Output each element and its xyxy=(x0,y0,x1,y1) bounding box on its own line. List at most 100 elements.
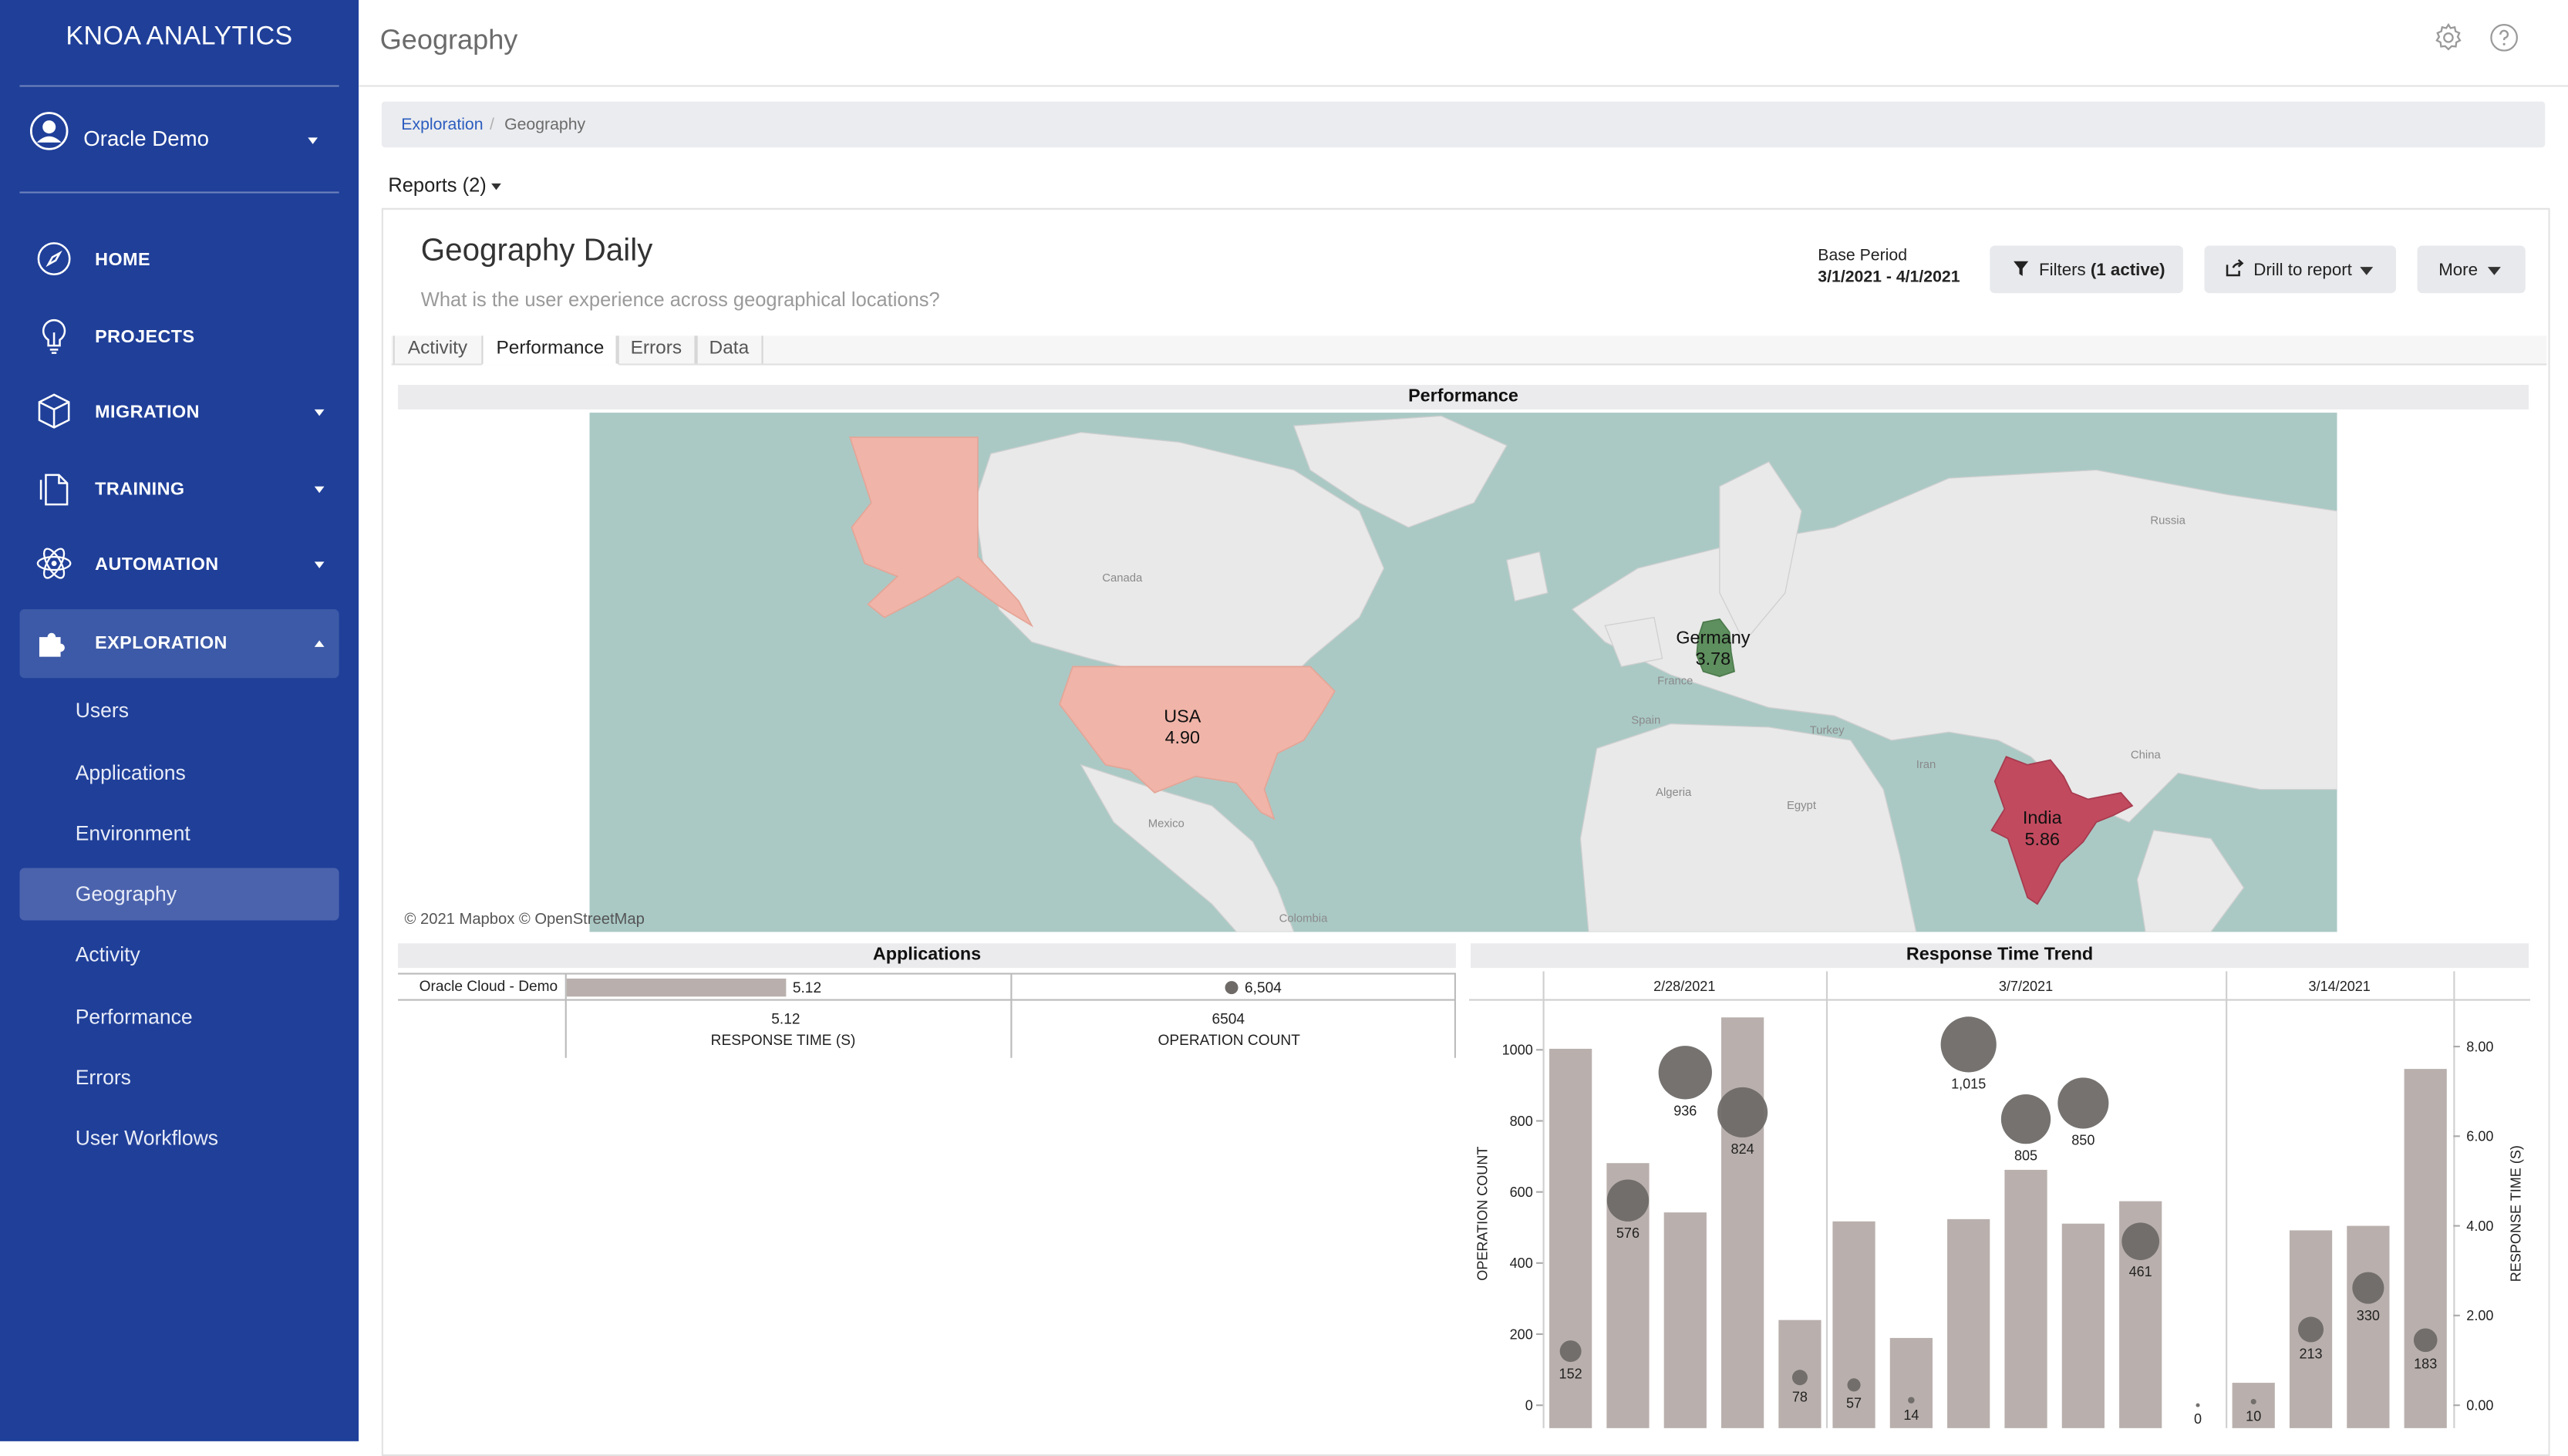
tab-label: Errors xyxy=(630,339,682,359)
operation-count-dot[interactable] xyxy=(1225,981,1239,995)
response-trend-title: Response Time Trend xyxy=(1471,943,2529,969)
operation-count-bubble[interactable] xyxy=(1791,1370,1808,1386)
region-india xyxy=(1990,756,2134,905)
chevron-down-icon xyxy=(314,561,325,568)
subnav-item-label: Activity xyxy=(75,943,140,966)
sidebar: KNOA ANALYTICS Oracle Demo HOME PROJECTS… xyxy=(0,0,359,1441)
trend-svg: 2/28/2021 3/7/2021 3/14/2021 0 200 400 600 800 1… xyxy=(1468,971,2531,1428)
operation-count-bubble[interactable] xyxy=(1559,1340,1582,1363)
bubble-label: 936 xyxy=(1673,1104,1697,1119)
sidebar-item-migration[interactable]: MIGRATION xyxy=(19,379,339,447)
applications-title: Applications xyxy=(398,943,1456,969)
application-name[interactable]: Oracle Cloud - Demo xyxy=(419,977,558,995)
subnav-item-activity[interactable]: Activity xyxy=(19,929,339,981)
subnav-item-user-workflows[interactable]: User Workflows xyxy=(19,1112,339,1164)
response-time-bar[interactable] xyxy=(1832,1221,1875,1428)
operation-count-bubble[interactable] xyxy=(2196,1403,2200,1407)
map-label-spain: Spain xyxy=(1631,715,1660,727)
breadcrumb-link-exploration[interactable]: Exploration xyxy=(401,116,484,135)
performance-map-title: Performance xyxy=(398,385,2529,410)
bubble-label: 576 xyxy=(1616,1225,1640,1241)
y-tick-label: 0 xyxy=(1525,1398,1533,1414)
operation-count-bubble[interactable] xyxy=(1658,1046,1712,1100)
map-label-iran: Iran xyxy=(1916,759,1936,771)
chevron-down-icon xyxy=(2487,267,2501,275)
y2-axis-title: RESPONSE TIME (S) xyxy=(2508,1145,2523,1282)
response-time-bar[interactable] xyxy=(1663,1212,1707,1428)
response-time-bar[interactable] xyxy=(2347,1225,2390,1428)
bubble-label: 461 xyxy=(2129,1264,2152,1279)
filters-button[interactable]: Filters (1 active) xyxy=(1990,245,2183,294)
chevron-down-icon xyxy=(491,183,501,190)
sidebar-item-home[interactable]: HOME xyxy=(19,226,339,295)
response-time-bar[interactable] xyxy=(2061,1223,2105,1428)
operation-count-bubble[interactable] xyxy=(2298,1316,2324,1343)
sidebar-item-training[interactable]: TRAINING xyxy=(19,455,339,524)
tab-performance[interactable]: Performance xyxy=(481,335,619,366)
subnav-item-applications[interactable]: Applications xyxy=(19,747,339,799)
tab-errors[interactable]: Errors xyxy=(615,335,698,364)
response-time-bar[interactable] xyxy=(566,978,787,997)
sidebar-item-label: TRAINING xyxy=(95,480,185,500)
operation-count-bubble[interactable] xyxy=(2352,1272,2384,1304)
subnav-item-environment[interactable]: Environment xyxy=(19,807,339,860)
subnav-item-label: Performance xyxy=(75,1005,193,1029)
sidebar-item-projects[interactable]: PROJECTS xyxy=(19,303,339,372)
operation-count-bubble[interactable] xyxy=(1717,1087,1768,1138)
operation-count-bubble[interactable] xyxy=(1940,1016,1997,1073)
response-time-bar[interactable] xyxy=(1889,1337,1933,1428)
region-value-india: 5.86 xyxy=(2025,829,2060,849)
sidebar-item-automation[interactable]: AUTOMATION xyxy=(19,531,339,599)
response-time-bar[interactable] xyxy=(2232,1383,2275,1428)
subnav-item-performance[interactable]: Performance xyxy=(19,991,339,1043)
bubble-label: 78 xyxy=(1792,1389,1808,1404)
tab-activity[interactable]: Activity xyxy=(393,335,485,364)
operation-count-bubble[interactable] xyxy=(2121,1222,2160,1261)
response-time-bar[interactable] xyxy=(2404,1069,2447,1428)
y2-tick-label: 2.00 xyxy=(2466,1308,2493,1323)
gear-icon[interactable] xyxy=(2432,22,2465,54)
map-label-france: France xyxy=(1657,676,1693,688)
help-icon[interactable] xyxy=(2489,23,2519,52)
performance-map[interactable]: Canada Russia France Spain Turkey Iran C… xyxy=(589,413,2337,932)
sidebar-item-label: AUTOMATION xyxy=(95,554,219,575)
cube-icon xyxy=(38,393,70,429)
breadcrumb: Exploration / Geography xyxy=(381,101,2546,148)
subnav-item-users[interactable]: Users xyxy=(19,685,339,737)
reports-label: Reports (2) xyxy=(388,174,487,197)
subnav-item-errors[interactable]: Errors xyxy=(19,1051,339,1104)
response-time-bar[interactable] xyxy=(1947,1218,1990,1428)
operation-count-bubble[interactable] xyxy=(1847,1378,1861,1392)
operation-count-bubble[interactable] xyxy=(2413,1328,2438,1353)
reports-dropdown[interactable]: Reports (2) xyxy=(388,174,501,197)
map-attribution[interactable]: © 2021 Mapbox © OpenStreetMap xyxy=(404,910,645,929)
map-label-china: China xyxy=(2131,749,2162,761)
operation-count-bubble[interactable] xyxy=(2250,1398,2256,1405)
sidebar-item-exploration[interactable]: EXPLORATION xyxy=(19,609,339,679)
operation-count-bubble[interactable] xyxy=(2057,1077,2109,1129)
user-menu[interactable]: Oracle Demo xyxy=(29,111,341,163)
chevron-down-icon xyxy=(2360,267,2374,275)
response-time-bar[interactable] xyxy=(2004,1169,2047,1428)
more-button[interactable]: More xyxy=(2417,245,2526,294)
landmass-greenland xyxy=(1292,415,1508,528)
y-tick-label: 200 xyxy=(1510,1326,1533,1342)
operation-count-bubble[interactable] xyxy=(1606,1179,1650,1222)
tab-data[interactable]: Data xyxy=(694,335,763,364)
user-name: Oracle Demo xyxy=(83,126,209,151)
map-label-turkey: Turkey xyxy=(1810,724,1845,736)
bubble-label: 824 xyxy=(1731,1141,1754,1157)
lightbulb-icon xyxy=(42,318,66,354)
more-label: More xyxy=(2438,260,2479,281)
operation-count-bubble[interactable] xyxy=(2000,1094,2051,1144)
subnav-item-geography[interactable]: Geography xyxy=(19,868,339,921)
base-period-dates: 3/1/2021 - 4/1/2021 xyxy=(1818,268,1960,287)
region-usa xyxy=(1059,666,1336,821)
filter-icon xyxy=(2014,261,2029,276)
response-time-bar[interactable] xyxy=(1721,1017,1764,1428)
drill-to-report-button[interactable]: Drill to report xyxy=(2204,245,2396,294)
bubble-label: 1,015 xyxy=(1951,1077,1986,1092)
operation-count-bubble[interactable] xyxy=(1908,1397,1915,1404)
response-time-bar[interactable] xyxy=(1549,1048,1592,1428)
bubble-label: 152 xyxy=(1559,1366,1582,1381)
